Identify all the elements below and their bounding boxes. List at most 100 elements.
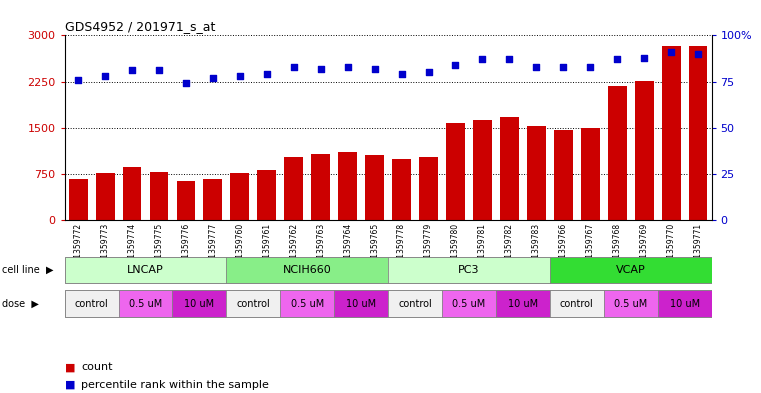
Text: GSM1359776: GSM1359776	[181, 223, 190, 274]
Point	[368, 66, 380, 72]
Text: GSM1359768: GSM1359768	[613, 223, 622, 274]
Bar	[177, 181, 196, 220]
Text: GSM1359762: GSM1359762	[289, 223, 298, 274]
Bar	[550, 257, 712, 283]
Bar	[65, 257, 227, 283]
Bar	[203, 179, 222, 220]
Bar	[689, 46, 708, 220]
Bar	[658, 290, 712, 317]
Text: GDS4952 / 201971_s_at: GDS4952 / 201971_s_at	[65, 20, 215, 33]
Point	[611, 56, 623, 62]
Point	[557, 64, 569, 70]
Text: GSM1359763: GSM1359763	[317, 223, 325, 274]
Text: NCIH660: NCIH660	[283, 265, 332, 275]
Point	[288, 64, 300, 70]
Bar	[608, 86, 626, 220]
Text: GSM1359782: GSM1359782	[505, 223, 514, 274]
Bar	[96, 173, 115, 220]
Text: cell line  ▶: cell line ▶	[2, 265, 53, 275]
Text: 0.5 uM: 0.5 uM	[291, 299, 324, 309]
Text: GSM1359769: GSM1359769	[640, 223, 648, 274]
Point	[530, 64, 543, 70]
Bar	[311, 154, 330, 220]
Bar	[123, 167, 142, 220]
Point	[342, 64, 354, 70]
Text: GSM1359770: GSM1359770	[667, 223, 676, 274]
Bar	[231, 173, 250, 220]
Point	[665, 49, 677, 55]
Text: GSM1359777: GSM1359777	[209, 223, 218, 274]
Bar	[227, 290, 280, 317]
Point	[450, 62, 462, 68]
Point	[180, 80, 192, 86]
Text: 10 uM: 10 uM	[184, 299, 215, 309]
Text: 10 uM: 10 uM	[346, 299, 376, 309]
Text: GSM1359767: GSM1359767	[586, 223, 595, 274]
Bar	[419, 157, 438, 220]
Text: VCAP: VCAP	[616, 265, 645, 275]
Point	[153, 67, 165, 73]
Text: GSM1359772: GSM1359772	[74, 223, 83, 274]
Text: GSM1359761: GSM1359761	[263, 223, 272, 274]
Text: ■: ■	[65, 380, 75, 390]
Point	[72, 77, 84, 83]
Point	[126, 67, 139, 73]
Point	[476, 56, 489, 62]
Bar	[527, 127, 546, 220]
Text: GSM1359780: GSM1359780	[451, 223, 460, 274]
Text: control: control	[75, 299, 109, 309]
Point	[99, 73, 111, 79]
Text: GSM1359779: GSM1359779	[424, 223, 433, 274]
Bar	[338, 152, 357, 220]
Bar	[554, 130, 573, 220]
Bar	[581, 128, 600, 220]
Bar	[388, 290, 442, 317]
Text: GSM1359773: GSM1359773	[100, 223, 110, 274]
Text: ■: ■	[65, 362, 75, 373]
Bar	[365, 155, 384, 220]
Text: GSM1359783: GSM1359783	[532, 223, 541, 274]
Bar	[173, 290, 227, 317]
Bar	[280, 290, 334, 317]
Text: GSM1359760: GSM1359760	[235, 223, 244, 274]
Bar	[392, 158, 411, 220]
Bar	[496, 290, 550, 317]
Text: count: count	[81, 362, 113, 373]
Text: GSM1359778: GSM1359778	[397, 223, 406, 274]
Text: 10 uM: 10 uM	[508, 299, 538, 309]
Bar	[603, 290, 658, 317]
Text: GSM1359765: GSM1359765	[370, 223, 379, 274]
Text: GSM1359774: GSM1359774	[128, 223, 136, 274]
Text: 10 uM: 10 uM	[670, 299, 699, 309]
Point	[234, 73, 246, 79]
Bar	[334, 290, 388, 317]
Point	[638, 54, 650, 61]
Bar	[550, 290, 603, 317]
Bar	[285, 157, 303, 220]
Point	[422, 69, 435, 75]
Text: GSM1359781: GSM1359781	[478, 223, 487, 274]
Point	[692, 51, 704, 57]
Bar	[68, 179, 88, 220]
Text: 0.5 uM: 0.5 uM	[614, 299, 648, 309]
Bar	[473, 120, 492, 220]
Text: GSM1359766: GSM1359766	[559, 223, 568, 274]
Point	[396, 71, 408, 77]
Bar	[257, 170, 276, 220]
Bar	[446, 123, 465, 220]
Text: 0.5 uM: 0.5 uM	[452, 299, 486, 309]
Text: control: control	[398, 299, 432, 309]
Point	[584, 64, 597, 70]
Point	[503, 56, 515, 62]
Text: GSM1359771: GSM1359771	[693, 223, 702, 274]
Point	[207, 75, 219, 81]
Bar	[661, 46, 680, 220]
Text: control: control	[237, 299, 270, 309]
Text: LNCAP: LNCAP	[127, 265, 164, 275]
Bar	[635, 81, 654, 220]
Bar	[388, 257, 550, 283]
Text: percentile rank within the sample: percentile rank within the sample	[81, 380, 269, 390]
Text: control: control	[560, 299, 594, 309]
Bar	[119, 290, 173, 317]
Bar	[227, 257, 388, 283]
